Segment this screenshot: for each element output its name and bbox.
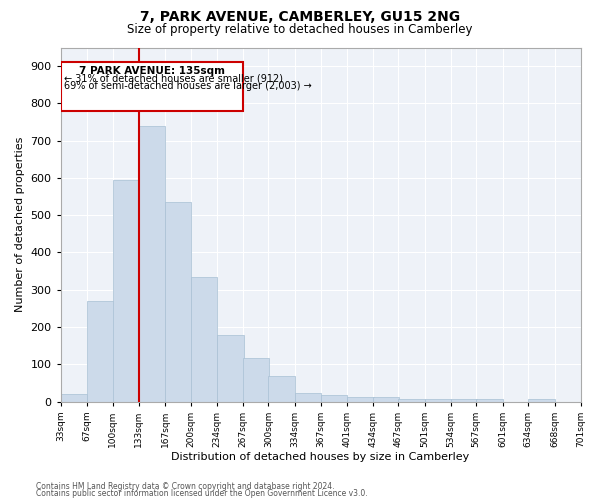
Bar	[165, 202, 191, 402]
Bar	[61, 394, 87, 402]
Bar	[191, 276, 217, 402]
Bar	[398, 398, 425, 402]
Text: Size of property relative to detached houses in Camberley: Size of property relative to detached ho…	[127, 22, 473, 36]
X-axis label: Distribution of detached houses by size in Camberley: Distribution of detached houses by size …	[172, 452, 470, 462]
Bar	[320, 395, 347, 402]
Bar	[87, 301, 113, 402]
Text: ← 31% of detached houses are smaller (912): ← 31% of detached houses are smaller (91…	[64, 74, 283, 84]
Bar	[268, 376, 295, 402]
Y-axis label: Number of detached properties: Number of detached properties	[15, 137, 25, 312]
Text: Contains HM Land Registry data © Crown copyright and database right 2024.: Contains HM Land Registry data © Crown c…	[36, 482, 335, 491]
Text: 7, PARK AVENUE, CAMBERLEY, GU15 2NG: 7, PARK AVENUE, CAMBERLEY, GU15 2NG	[140, 10, 460, 24]
Bar	[139, 126, 165, 402]
Text: Contains public sector information licensed under the Open Government Licence v3: Contains public sector information licen…	[36, 490, 368, 498]
Bar	[476, 398, 503, 402]
Bar	[451, 398, 477, 402]
Bar	[425, 398, 451, 402]
Bar	[217, 335, 244, 402]
Bar	[243, 358, 269, 402]
Bar	[295, 394, 322, 402]
Bar	[113, 180, 139, 402]
Bar	[529, 398, 555, 402]
Text: 69% of semi-detached houses are larger (2,003) →: 69% of semi-detached houses are larger (…	[64, 81, 311, 91]
Text: 7 PARK AVENUE: 135sqm: 7 PARK AVENUE: 135sqm	[79, 66, 225, 76]
Bar	[347, 397, 374, 402]
Bar	[373, 397, 399, 402]
FancyBboxPatch shape	[61, 62, 243, 111]
